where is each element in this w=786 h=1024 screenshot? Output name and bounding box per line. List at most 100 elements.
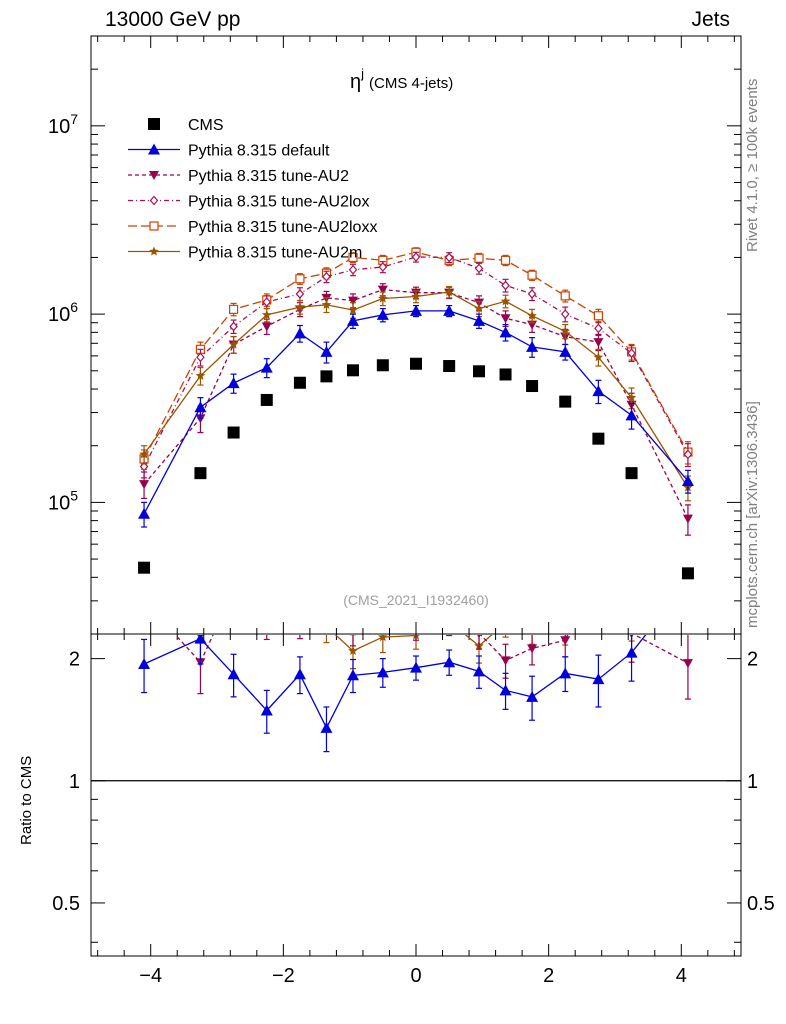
x-tick-label: 4	[676, 965, 687, 987]
data-point-au2loxx	[593, 311, 603, 321]
data-point-au2m	[500, 296, 511, 306]
legend-label-au2: Pythia 8.315 tune-AU2	[188, 168, 349, 185]
legend-label-au2lox: Pythia 8.315 tune-AU2lox	[188, 194, 369, 211]
x-tick-label: −2	[272, 965, 295, 987]
category-label: Jets	[691, 8, 730, 31]
data-point-au2lox	[262, 297, 272, 307]
ratio-point-au2	[527, 644, 538, 654]
data-point-au2m	[474, 303, 484, 313]
ratio-point-au2	[682, 659, 693, 669]
data-point-default	[559, 345, 572, 357]
data-point-au2lox	[322, 271, 331, 282]
data-point-au2lox	[411, 252, 421, 262]
y-tick-label: 107	[48, 111, 78, 138]
data-point-au2lox	[348, 264, 358, 275]
series-line-au2lox	[143, 256, 689, 467]
ratio-point-au2m	[229, 586, 239, 595]
ratio-point-au2	[321, 608, 331, 617]
ratio-point-au2m	[378, 635, 388, 642]
data-point-au2m	[348, 305, 358, 315]
ratio-point-au2m	[560, 624, 570, 633]
series-au2	[139, 283, 693, 536]
data-point-default	[227, 377, 240, 389]
data-point-au2	[347, 296, 358, 306]
legend-label-au2loxx: Pythia 8.315 tune-AU2loxx	[188, 219, 377, 236]
series-default	[138, 304, 694, 528]
x-tick-label: 0	[410, 965, 421, 987]
ratio-point-default	[260, 704, 273, 716]
ratio-point-au2	[352, 635, 354, 636]
ratio-y-tick-label-right: 0.5	[747, 893, 775, 915]
ratio-y-tick-label-left: 2	[69, 649, 80, 671]
ratio-point-default	[526, 690, 539, 702]
ratio-point-au2m	[262, 592, 272, 601]
ratio-point-au2	[593, 569, 603, 578]
title-symbol: η	[350, 71, 361, 93]
ratio-y-tick-label-right: 1	[747, 771, 758, 793]
legend-marker-default	[148, 143, 160, 155]
ratio-point-default	[559, 667, 572, 679]
main-series-group	[138, 247, 694, 580]
data-point-au2loxx	[527, 270, 537, 280]
data-point-au2m	[262, 309, 272, 319]
title-suffix: (CMS 4-jets)	[369, 75, 453, 92]
data-point-au2lox	[378, 262, 388, 272]
data-point-au2loxx	[474, 253, 484, 263]
legend-item-au2m: Pythia 8.315 tune-AU2m	[128, 245, 362, 262]
ratio-point-au2m	[322, 622, 332, 631]
ratio-point-default	[443, 656, 456, 668]
data-point-au2m	[626, 392, 637, 402]
series-line-default	[143, 310, 689, 515]
data-point-au2	[593, 338, 604, 348]
ratio-point-au2m	[627, 613, 637, 622]
data-point-cms	[194, 467, 207, 480]
title-superscript: j	[360, 66, 364, 81]
data-point-cms	[138, 561, 151, 574]
data-point-au2	[377, 285, 388, 295]
series-au2m	[139, 286, 693, 502]
data-point-cms	[376, 359, 389, 372]
data-point-cms	[346, 364, 359, 377]
data-point-default	[443, 304, 456, 316]
ratio-point-au2m	[139, 531, 149, 540]
analysis-id-label: (CMS_2021_I1932460)	[343, 592, 489, 608]
legend-marker-au2	[149, 171, 159, 180]
x-tick-label: −4	[139, 965, 162, 987]
ratio-plot-frame	[90, 633, 742, 957]
data-point-au2lox	[295, 289, 305, 299]
energy-label: 13000 GeV pp	[105, 8, 241, 31]
data-point-au2m	[411, 291, 421, 301]
data-point-au2m	[295, 302, 305, 312]
data-point-cms	[681, 567, 694, 580]
legend-label-default: Pythia 8.315 default	[188, 143, 330, 160]
ratio-point-default	[625, 646, 638, 658]
y-tick-label: 106	[48, 299, 78, 326]
ratio-point-au2m	[501, 618, 511, 627]
ratio-point-au2	[295, 619, 305, 628]
data-point-cms	[592, 432, 605, 445]
data-point-cms	[410, 357, 422, 370]
data-point-default	[473, 314, 486, 326]
data-point-au2m	[560, 326, 570, 336]
ratio-point-default	[592, 673, 605, 685]
ratio-point-default	[473, 665, 486, 677]
data-point-au2lox	[229, 321, 238, 332]
series-line-au2loxx	[143, 251, 689, 460]
ratio-y-tick-label-left: 1	[69, 771, 80, 793]
ratio-point-au2m	[683, 591, 693, 600]
data-point-default	[681, 474, 694, 486]
data-point-default	[376, 308, 389, 320]
ratio-point-default	[346, 669, 359, 681]
legend-item-cms: CMS	[148, 117, 224, 134]
data-point-cms	[320, 370, 333, 383]
y-tick-label: 105	[48, 487, 78, 514]
data-point-cms	[260, 393, 273, 406]
ratio-series-group	[138, 531, 693, 753]
data-point-au2loxx	[295, 274, 305, 284]
legend-item-default: Pythia 8.315 default	[128, 143, 330, 160]
data-point-au2lox	[560, 309, 570, 320]
data-point-au2loxx	[348, 252, 358, 263]
data-point-au2lox	[501, 280, 510, 291]
data-point-cms	[293, 376, 306, 389]
ratio-point-au2m	[196, 566, 206, 575]
